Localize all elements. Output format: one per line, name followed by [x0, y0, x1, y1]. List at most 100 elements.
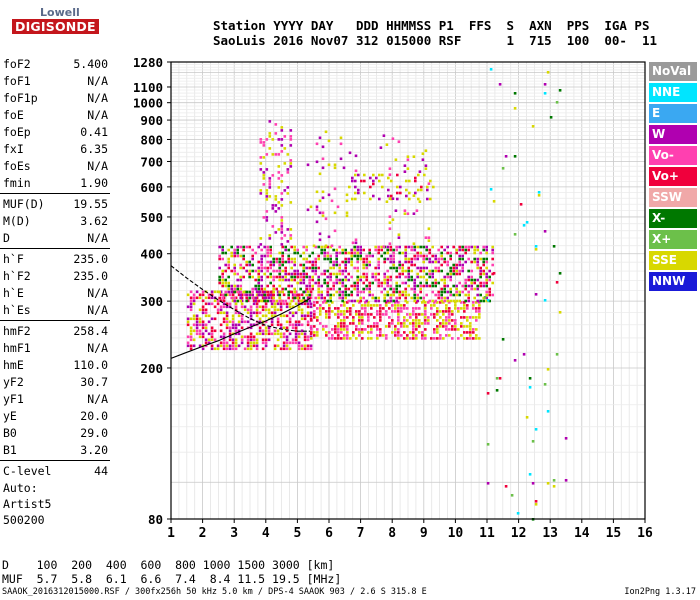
echo-point: [254, 296, 257, 300]
echo-point: [394, 209, 398, 212]
echo-point: [286, 186, 290, 189]
echo-point: [338, 251, 341, 255]
echo-point: [237, 329, 241, 333]
echo-point: [338, 263, 341, 267]
echo-point: [297, 323, 301, 327]
echo-point: [414, 176, 417, 180]
echo-point: [319, 310, 322, 313]
echo-point: [534, 245, 538, 248]
echo-point: [252, 299, 256, 303]
parameter-name: foF1p: [3, 91, 38, 105]
echo-point: [398, 260, 401, 264]
echo-point: [344, 263, 347, 267]
echo-point: [308, 284, 311, 288]
echo-point: [412, 328, 415, 331]
echo-point: [382, 334, 385, 337]
parameter-value: N/A: [87, 303, 108, 317]
echo-point: [359, 275, 362, 279]
echo-point: [249, 314, 253, 318]
echo-point: [306, 163, 310, 167]
echo-point: [302, 251, 305, 255]
echo-point: [473, 257, 476, 261]
x-tick-label: 2: [199, 526, 207, 541]
echo-point: [234, 338, 238, 342]
echo-point: [210, 329, 214, 333]
echo-point: [320, 245, 323, 249]
echo-point: [413, 257, 416, 261]
echo-point: [420, 185, 423, 189]
auto-version: 500200: [3, 513, 45, 527]
parameter-row: hmF1 N/A: [0, 340, 112, 357]
echo-point: [489, 188, 493, 191]
echo-point: [372, 179, 375, 183]
echo-point: [332, 293, 335, 297]
echo-point: [337, 313, 340, 316]
echo-point: [271, 174, 275, 177]
echo-point: [388, 325, 391, 328]
echo-point: [311, 269, 314, 273]
echo-point: [386, 284, 389, 288]
echo-point: [239, 254, 242, 258]
echo-point: [294, 335, 298, 339]
echo-point: [395, 245, 398, 249]
echo-point: [343, 337, 346, 340]
echo-point: [309, 335, 313, 339]
echo-point: [370, 307, 373, 310]
echo-point: [291, 341, 295, 345]
echo-point: [233, 296, 236, 300]
echo-point: [329, 293, 332, 297]
echo-point: [221, 245, 224, 249]
echo-point: [309, 305, 313, 309]
echo-point: [300, 329, 304, 333]
echo-point: [291, 326, 295, 330]
echo-point: [351, 197, 354, 201]
echo-point: [437, 257, 440, 261]
echo-point: [356, 245, 359, 249]
echo-point: [228, 302, 232, 306]
echo-point: [403, 209, 407, 212]
parameter-value: N/A: [87, 392, 108, 406]
echo-point: [321, 190, 325, 194]
echo-point: [338, 281, 341, 285]
echo-point: [337, 325, 340, 328]
echo-point: [346, 331, 349, 334]
echo-point: [279, 323, 283, 327]
echo-point: [236, 299, 239, 303]
echo-point: [288, 341, 292, 345]
echo-point: [451, 313, 454, 316]
echo-point: [268, 195, 272, 198]
echo-point: [400, 304, 403, 307]
echo-point: [326, 287, 329, 291]
echo-point: [308, 293, 311, 297]
echo-point: [403, 331, 406, 334]
echo-point: [221, 284, 224, 288]
echo-point: [424, 301, 427, 304]
echo-point: [368, 260, 371, 264]
echo-point: [478, 307, 481, 310]
legend-item-ssw: SSW: [649, 188, 697, 207]
echo-point: [260, 284, 263, 288]
echo-point: [340, 310, 343, 313]
echo-point: [389, 275, 392, 279]
echo-point: [415, 319, 418, 322]
echo-point: [246, 335, 250, 339]
echo-point: [262, 216, 266, 219]
echo-point: [467, 245, 470, 249]
echo-point: [449, 278, 452, 282]
echo-point: [424, 236, 428, 239]
echo-point: [231, 314, 235, 318]
echo-point: [440, 299, 443, 303]
echo-point: [409, 337, 412, 340]
echo-point: [231, 320, 235, 324]
echo-point: [498, 83, 502, 86]
echo-point: [303, 302, 307, 306]
echo-point: [363, 179, 366, 183]
echo-point: [306, 208, 310, 212]
echo-point: [276, 329, 280, 333]
echo-point: [234, 332, 238, 336]
echo-point: [264, 308, 268, 312]
echo-point: [463, 331, 466, 334]
echo-point: [475, 337, 478, 340]
header-line2: SaoLuis 2016 Nov07 312 015000 RSF 1 715 …: [213, 33, 658, 48]
echo-point: [397, 310, 400, 313]
